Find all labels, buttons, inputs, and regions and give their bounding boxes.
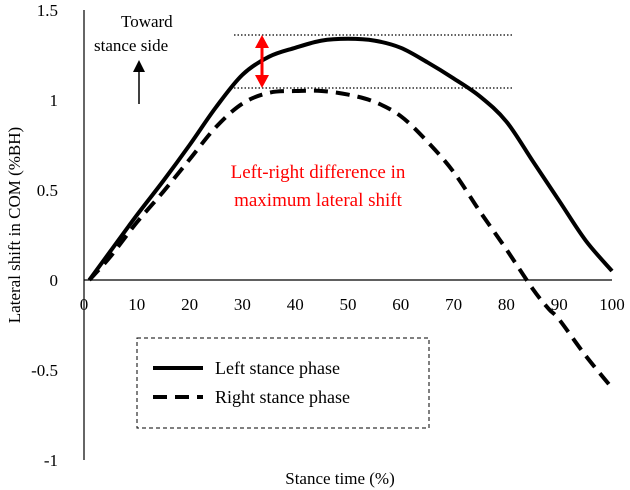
direction-label-line2: stance side bbox=[94, 36, 168, 55]
x-tick-label: 0 bbox=[80, 295, 89, 314]
y-tick-label: 0 bbox=[50, 271, 59, 290]
x-tick-label: 70 bbox=[445, 295, 462, 314]
y-axis-title: Lateral shift in COM (%BH) bbox=[5, 127, 24, 323]
x-tick-label: 90 bbox=[551, 295, 568, 314]
y-tick-label: 0.5 bbox=[37, 181, 58, 200]
y-tick-label: -1 bbox=[44, 451, 58, 470]
y-tick-labels: 1.5 1 0.5 0 -0.5 -1 bbox=[31, 1, 58, 470]
x-tick-label: 50 bbox=[340, 295, 357, 314]
legend-label-right: Right stance phase bbox=[215, 387, 350, 407]
x-axis-title: Stance time (%) bbox=[285, 469, 395, 488]
difference-label-line1: Left-right difference in bbox=[231, 162, 406, 183]
direction-label-line1: Toward bbox=[121, 12, 173, 31]
legend-label-left: Left stance phase bbox=[215, 358, 340, 378]
y-tick-label: 1 bbox=[50, 91, 59, 110]
x-tick-label: 30 bbox=[234, 295, 251, 314]
x-tick-label: 60 bbox=[392, 295, 409, 314]
x-tick-label: 80 bbox=[498, 295, 515, 314]
x-tick-label: 20 bbox=[181, 295, 198, 314]
left-stance-line bbox=[87, 36, 614, 282]
right-stance-line bbox=[87, 88, 614, 390]
y-tick-label: -0.5 bbox=[31, 361, 58, 380]
y-tick-label: 1.5 bbox=[37, 1, 58, 20]
legend: Left stance phase Right stance phase bbox=[136, 337, 430, 429]
x-tick-label: 40 bbox=[287, 295, 304, 314]
difference-arrow bbox=[255, 35, 269, 88]
difference-label-line2: maximum lateral shift bbox=[234, 190, 403, 211]
x-tick-label: 10 bbox=[128, 295, 145, 314]
legend-box bbox=[136, 337, 430, 429]
x-tick-labels: 0 10 20 30 40 50 60 70 80 90 100 bbox=[80, 295, 625, 314]
x-tick-label: 100 bbox=[599, 295, 625, 314]
